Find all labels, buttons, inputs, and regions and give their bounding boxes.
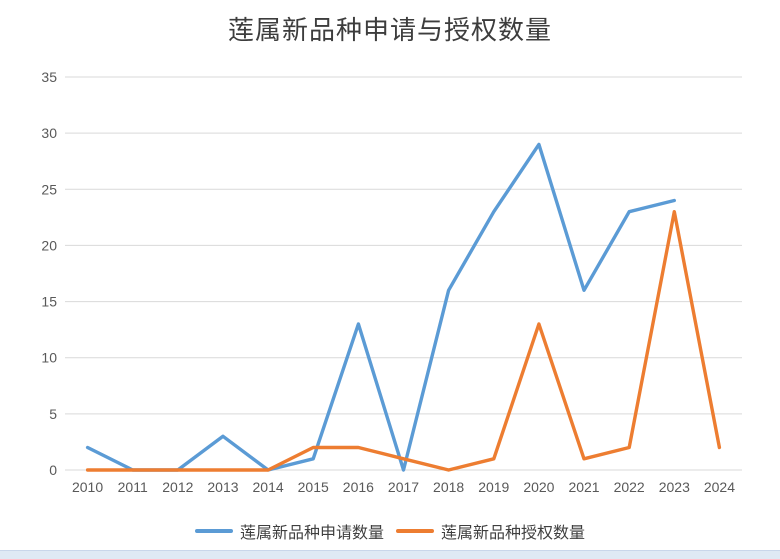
y-axis-tick-label: 15 xyxy=(41,294,57,310)
y-axis-tick-label: 25 xyxy=(41,181,57,197)
y-axis-tick-label: 5 xyxy=(49,406,57,422)
legend-label: 莲属新品种申请数量 xyxy=(239,525,384,542)
x-axis-tick-label: 2017 xyxy=(388,479,419,495)
legend-item-authorizations: 莲属新品种授权数量 xyxy=(396,519,585,543)
x-axis-tick-label: 2013 xyxy=(207,479,238,495)
y-axis-tick-label: 10 xyxy=(41,350,57,366)
legend-label: 莲属新品种授权数量 xyxy=(441,525,586,542)
x-axis-tick-label: 2022 xyxy=(614,479,645,495)
x-axis-tick-label: 2012 xyxy=(162,479,193,495)
x-axis-tick-label: 2024 xyxy=(704,479,735,495)
y-axis-tick-label: 30 xyxy=(41,125,57,141)
series-line-authorizations xyxy=(85,209,722,472)
legend-line-swatch-authorizations xyxy=(396,529,434,533)
legend-item-applications: 莲属新品种申请数量 xyxy=(194,519,384,543)
line-chart-plot: 0 5 10 15 20 25 30 35 2010 2011 2012 2013 2014 2015 20… xyxy=(41,69,742,495)
y-axis-tick-label: 0 xyxy=(49,462,57,478)
x-axis-tick-label: 2011 xyxy=(118,479,148,495)
y-axis-tick-label: 20 xyxy=(41,237,57,253)
series-line-applications xyxy=(85,142,676,472)
chart-legend: 莲属新品种申请数量 莲属新品种授权数量 xyxy=(0,518,780,544)
x-axis-tick-label: 2019 xyxy=(478,479,509,495)
x-axis-tick-label: 2021 xyxy=(568,479,599,495)
x-axis-tick-label: 2018 xyxy=(433,479,464,495)
x-axis-tick-label: 2014 xyxy=(253,479,284,495)
x-axis-tick-label: 2015 xyxy=(298,479,329,495)
chart-title: 莲属新品种申请与授权数量 xyxy=(227,16,552,45)
x-axis-tick-label: 2010 xyxy=(72,479,103,495)
x-axis-tick-label: 2023 xyxy=(659,479,690,495)
x-axis-tick-label: 2016 xyxy=(343,479,374,495)
legend-line-swatch-applications xyxy=(194,529,233,533)
bottom-strip xyxy=(0,550,780,559)
x-axis-tick-label: 2020 xyxy=(523,479,554,495)
y-axis-tick-label: 35 xyxy=(41,69,57,85)
